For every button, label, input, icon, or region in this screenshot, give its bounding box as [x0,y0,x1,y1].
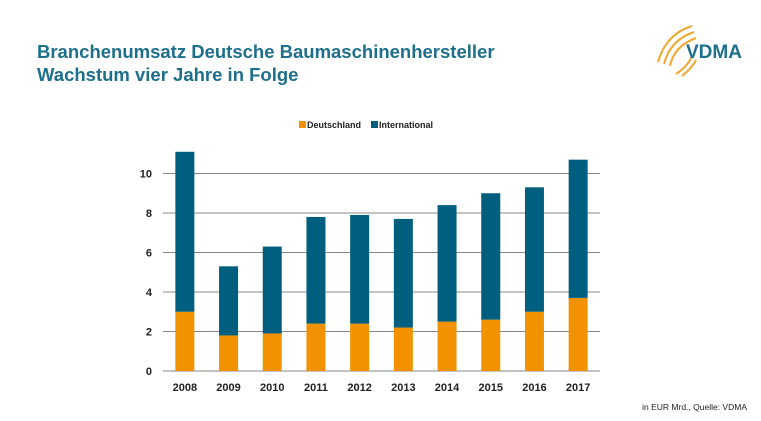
x-tick-label: 2015 [479,382,503,394]
x-tick-label: 2016 [522,382,546,394]
bar-deutschland-2015 [481,319,501,371]
x-tick-label: 2010 [260,382,284,394]
bar-international-2013 [393,218,413,328]
bar-international-2011 [306,216,326,324]
source-note: in EUR Mrd., Quelle: VDMA [642,402,747,412]
svg-text:VDMA: VDMA [686,42,742,63]
y-tick-label: 10 [140,169,152,181]
bar-deutschland-2014 [437,321,457,371]
bar-international-2016 [524,187,544,312]
bar-international-2017 [568,159,588,298]
x-tick-label: 2012 [347,382,371,394]
x-tick-label: 2013 [391,382,415,394]
legend-swatch-international [371,121,378,128]
bar-deutschland-2016 [524,311,544,371]
y-tick-label: 8 [146,208,152,220]
bar-international-2012 [350,214,370,324]
bar-deutschland-2017 [568,297,588,371]
y-tick-label: 6 [146,248,152,260]
bar-deutschland-2010 [262,333,282,371]
x-tick-label: 2009 [216,382,240,394]
title-line-2: Wachstum vier Jahre in Folge [37,64,299,85]
bar-international-2014 [437,205,457,322]
legend-swatch-deutschland [299,121,306,128]
bar-deutschland-2008 [175,311,195,371]
y-tick-label: 2 [146,327,152,339]
legend-label-international: International [379,120,433,130]
legend-label-deutschland: Deutschland [307,120,361,130]
bar-international-2009 [219,266,239,336]
x-tick-label: 2011 [304,382,328,394]
x-tick-label: 2014 [435,382,460,394]
chart-title: Branchenumsatz Deutsche Baumaschinenhers… [37,40,495,86]
title-line-1: Branchenumsatz Deutsche Baumaschinenhers… [37,41,495,62]
bar-deutschland-2012 [350,323,370,371]
x-tick-label: 2017 [566,382,590,394]
bar-international-2008 [175,151,195,312]
y-tick-label: 4 [146,287,153,299]
bar-deutschland-2009 [219,335,239,371]
bar-deutschland-2011 [306,323,326,371]
vdma-logo: VDMA [657,25,742,77]
bar-deutschland-2013 [393,327,413,371]
y-tick-label: 0 [146,366,152,378]
bar-international-2015 [481,193,501,320]
x-tick-label: 2008 [173,382,197,394]
bar-international-2010 [262,246,282,334]
